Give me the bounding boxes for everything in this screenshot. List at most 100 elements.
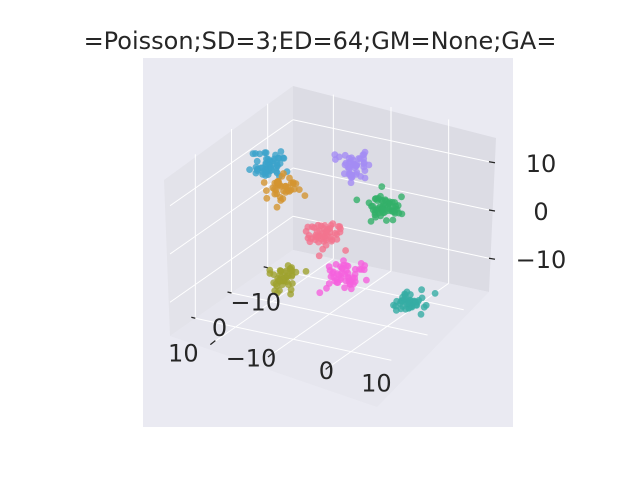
grid-line-z xyxy=(169,215,294,303)
scatter-point-cluster-4 xyxy=(333,236,341,243)
y-tick-label: 0 xyxy=(319,357,334,385)
scatter-point-cluster-5 xyxy=(365,199,373,207)
scatter-point-cluster-7 xyxy=(332,261,340,268)
scatter-point-cluster-1 xyxy=(253,167,261,175)
scatter-point-cluster-4 xyxy=(319,245,327,253)
scatter-point-cluster-4 xyxy=(315,252,323,260)
axis-ticks xyxy=(191,161,496,370)
scatter-point-cluster-2 xyxy=(263,194,271,202)
z-tick-label: 0 xyxy=(533,198,548,226)
pane-right xyxy=(293,86,496,292)
scatter-point-cluster-7 xyxy=(341,284,348,292)
axis-panes xyxy=(164,86,496,407)
scatter-point-cluster-7 xyxy=(334,279,342,286)
scatter-point-cluster-5 xyxy=(367,218,375,225)
scatter-point-cluster-6 xyxy=(302,268,310,275)
scatter-point-cluster-5 xyxy=(372,195,380,202)
scatter-point-cluster-2 xyxy=(289,179,297,186)
scatter-point-cluster-1 xyxy=(261,149,269,157)
scatter-point-cluster-8 xyxy=(431,290,439,297)
scatter-point-cluster-4 xyxy=(342,247,349,254)
scatter-point-cluster-7 xyxy=(325,263,333,271)
scatter-point-cluster-2 xyxy=(276,194,284,201)
scatter-point-cluster-5 xyxy=(378,183,386,191)
scatter-point-cluster-7 xyxy=(323,284,330,292)
scatter-point-cluster-4 xyxy=(320,225,328,232)
scatter-point-cluster-8 xyxy=(417,310,425,318)
scatter-point-cluster-2 xyxy=(269,184,277,192)
x-tick-label: −10 xyxy=(230,289,281,317)
scatter-point-cluster-6 xyxy=(274,289,281,297)
grid-lines xyxy=(169,94,490,370)
z-tick xyxy=(488,161,496,164)
z-tick xyxy=(488,209,496,212)
y-tick xyxy=(209,340,216,346)
pane-floor xyxy=(170,250,489,407)
scatter-point-cluster-7 xyxy=(357,260,365,267)
scatter-point-cluster-3 xyxy=(341,170,348,178)
scatter-point-cluster-8 xyxy=(420,303,428,311)
y-tick-label: 10 xyxy=(361,369,392,397)
scatter-point-cluster-2 xyxy=(301,192,309,200)
scatter-point-cluster-3 xyxy=(355,155,362,162)
grid-line-z xyxy=(292,119,490,163)
scatter-point-cluster-2 xyxy=(295,186,303,194)
scatter-point-cluster-2 xyxy=(273,203,281,211)
scatter-point-cluster-5 xyxy=(372,213,379,221)
scatter-point-cluster-3 xyxy=(361,174,369,182)
scatter-points xyxy=(246,148,439,318)
scatter-point-cluster-3 xyxy=(346,171,354,179)
z-tick-label: −10 xyxy=(516,246,567,274)
grid-line-y xyxy=(210,258,334,346)
scatter-point-cluster-3 xyxy=(351,162,359,170)
scatter-point-cluster-2 xyxy=(278,173,286,180)
scatter-point-cluster-3 xyxy=(347,179,355,187)
y-tick xyxy=(267,352,274,358)
scatter-point-cluster-4 xyxy=(327,222,335,229)
scatter-point-cluster-1 xyxy=(249,150,257,158)
scatter-point-cluster-8 xyxy=(390,301,397,309)
scatter-point-cluster-2 xyxy=(260,179,268,186)
scatter-point-cluster-5 xyxy=(389,216,397,224)
scatter-point-cluster-6 xyxy=(287,286,295,294)
scatter-point-cluster-1 xyxy=(246,166,254,174)
scatter-point-cluster-8 xyxy=(412,298,419,306)
grid-line-z xyxy=(292,167,490,211)
scatter-point-cluster-4 xyxy=(304,234,312,242)
scatter-point-cluster-1 xyxy=(264,155,272,163)
scatter-point-cluster-3 xyxy=(341,151,349,159)
scatter-point-cluster-6 xyxy=(270,279,278,287)
y-tick xyxy=(325,364,332,370)
scatter-point-cluster-8 xyxy=(392,307,400,314)
grid-line-y xyxy=(267,270,392,358)
scatter-point-cluster-8 xyxy=(418,286,425,294)
x-tick xyxy=(263,266,268,269)
scatter-point-cluster-5 xyxy=(383,217,390,224)
scatter-point-cluster-4 xyxy=(331,229,339,237)
scatter-point-cluster-5 xyxy=(353,196,361,204)
scatter-point-cluster-5 xyxy=(398,193,405,201)
scatter-point-cluster-4 xyxy=(336,223,344,230)
scatter-point-cluster-7 xyxy=(351,265,359,273)
scatter-point-cluster-3 xyxy=(360,163,368,171)
pane-left xyxy=(164,86,293,336)
scatter-point-cluster-6 xyxy=(266,270,274,277)
scatter-point-cluster-8 xyxy=(399,293,406,301)
scatter-point-cluster-1 xyxy=(275,154,282,162)
scatter-point-cluster-3 xyxy=(342,159,350,167)
x-tick xyxy=(191,316,196,319)
chart-title: =Poisson;SD=3;ED=64;GM=None;GA= xyxy=(84,27,557,55)
y-tick-label: −10 xyxy=(226,345,277,373)
scatter-point-cluster-7 xyxy=(363,276,370,284)
grid-line-y xyxy=(325,282,449,370)
x-tick-label: 0 xyxy=(212,314,227,342)
scatter-point-cluster-3 xyxy=(332,156,339,163)
x-tick xyxy=(227,291,232,294)
x-tick-label: 10 xyxy=(168,339,199,367)
z-tick xyxy=(488,257,496,260)
scatter-point-cluster-2 xyxy=(263,187,270,195)
scatter-point-cluster-2 xyxy=(286,174,293,182)
scatter-point-cluster-7 xyxy=(316,289,324,297)
